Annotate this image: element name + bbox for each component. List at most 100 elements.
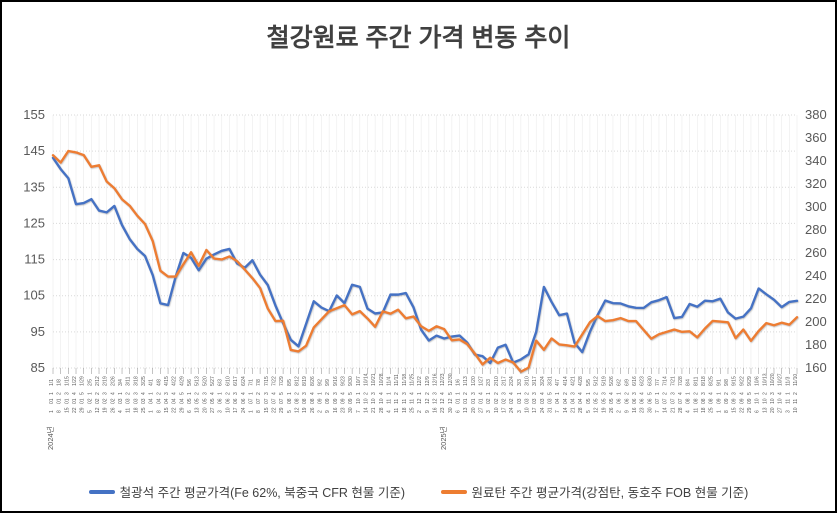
svg-text:11/3: 11/3 (785, 376, 791, 386)
svg-text:11/4: 11/4 (386, 376, 392, 386)
svg-text:1: 1 (417, 392, 423, 395)
svg-text:3: 3 (202, 392, 208, 395)
svg-text:1: 1 (517, 392, 523, 395)
svg-text:8/19: 8/19 (302, 376, 308, 386)
svg-text:29: 29 (747, 407, 753, 413)
svg-text:7/15: 7/15 (264, 376, 270, 386)
svg-text:8/25: 8/25 (709, 376, 715, 386)
svg-text:280: 280 (805, 222, 827, 237)
svg-text:4: 4 (386, 410, 392, 413)
svg-text:3: 3 (785, 410, 791, 413)
svg-text:1: 1 (149, 392, 155, 395)
svg-text:07: 07 (279, 398, 285, 404)
svg-text:05: 05 (594, 398, 600, 404)
svg-text:02: 02 (110, 398, 116, 404)
svg-text:2: 2 (494, 392, 500, 395)
svg-text:3: 3 (632, 392, 638, 395)
svg-text:28: 28 (379, 407, 385, 413)
svg-text:1: 1 (655, 392, 661, 395)
svg-text:5: 5 (279, 392, 285, 395)
svg-text:12/16: 12/16 (433, 373, 439, 386)
svg-text:10: 10 (755, 398, 761, 404)
svg-text:2: 2 (793, 392, 799, 395)
svg-text:27: 27 (778, 407, 784, 413)
svg-text:4: 4 (110, 392, 116, 395)
svg-text:18: 18 (402, 407, 408, 413)
svg-text:08: 08 (701, 398, 707, 404)
svg-text:25: 25 (709, 407, 715, 413)
svg-text:7/29: 7/29 (279, 376, 285, 386)
svg-text:2: 2 (195, 392, 201, 395)
svg-text:3: 3 (732, 392, 738, 395)
svg-text:5/19: 5/19 (601, 376, 607, 386)
svg-text:9/16: 9/16 (333, 376, 339, 386)
svg-text:30: 30 (647, 407, 653, 413)
svg-text:03: 03 (517, 398, 523, 404)
svg-text:08: 08 (287, 398, 293, 404)
svg-text:6: 6 (755, 410, 761, 413)
svg-text:2: 2 (256, 392, 262, 395)
svg-text:21: 21 (571, 407, 577, 413)
svg-text:1: 1 (617, 392, 623, 395)
svg-text:4: 4 (379, 392, 385, 395)
svg-text:22: 22 (739, 407, 745, 413)
svg-text:4: 4 (739, 392, 745, 395)
svg-text:07: 07 (248, 398, 254, 404)
svg-text:2: 2 (417, 410, 423, 413)
svg-text:7/8: 7/8 (256, 379, 262, 386)
svg-text:01: 01 (72, 398, 78, 404)
svg-text:1: 1 (456, 392, 462, 395)
svg-text:04: 04 (149, 398, 155, 404)
svg-text:31: 31 (548, 407, 554, 413)
svg-text:03: 03 (532, 398, 538, 404)
svg-text:2: 2 (663, 392, 669, 395)
svg-text:2: 2 (325, 392, 331, 395)
svg-text:26: 26 (110, 407, 116, 413)
svg-text:4/8: 4/8 (156, 379, 162, 386)
svg-text:3: 3 (486, 410, 492, 413)
svg-text:115: 115 (24, 252, 45, 267)
svg-text:10/7: 10/7 (356, 376, 362, 386)
svg-text:06: 06 (218, 398, 224, 404)
svg-text:9/8: 9/8 (724, 379, 730, 386)
svg-text:21: 21 (371, 407, 377, 413)
svg-text:4: 4 (118, 410, 124, 413)
svg-text:2/10: 2/10 (494, 376, 500, 386)
svg-text:3: 3 (133, 392, 139, 395)
svg-text:2: 2 (126, 392, 132, 395)
svg-text:02: 02 (502, 398, 508, 404)
svg-text:7/28: 7/28 (678, 376, 684, 386)
svg-text:3: 3 (471, 392, 477, 395)
svg-text:12/23: 12/23 (440, 373, 446, 386)
svg-text:01: 01 (456, 398, 462, 404)
svg-text:1/27: 1/27 (479, 376, 485, 386)
svg-text:04: 04 (172, 398, 178, 404)
svg-text:1: 1 (49, 410, 55, 413)
svg-text:1/8: 1/8 (57, 379, 63, 386)
svg-text:11: 11 (785, 399, 791, 404)
svg-text:10/28: 10/28 (379, 373, 385, 386)
svg-text:1: 1 (716, 410, 722, 413)
svg-text:1: 1 (118, 392, 124, 395)
svg-text:240: 240 (805, 268, 827, 283)
svg-text:6/30: 6/30 (647, 376, 653, 386)
svg-text:2/12: 2/12 (95, 376, 101, 386)
svg-text:5: 5 (586, 410, 592, 413)
svg-text:10: 10 (371, 398, 377, 404)
svg-text:4: 4 (709, 392, 715, 395)
svg-text:12/30: 12/30 (448, 373, 454, 386)
svg-text:14: 14 (363, 407, 369, 413)
svg-text:5: 5 (448, 392, 454, 395)
svg-text:2/26: 2/26 (110, 376, 116, 386)
svg-text:3: 3 (103, 392, 109, 395)
svg-text:2: 2 (317, 410, 323, 413)
svg-text:01: 01 (479, 398, 485, 404)
svg-text:28: 28 (678, 407, 684, 413)
svg-text:8/26: 8/26 (310, 376, 316, 386)
svg-text:1/22: 1/22 (72, 376, 78, 386)
svg-text:3: 3 (571, 392, 577, 395)
svg-text:6/9: 6/9 (624, 379, 630, 386)
svg-text:07: 07 (271, 398, 277, 404)
svg-text:3: 3 (770, 392, 776, 395)
svg-text:2/19: 2/19 (103, 376, 109, 386)
